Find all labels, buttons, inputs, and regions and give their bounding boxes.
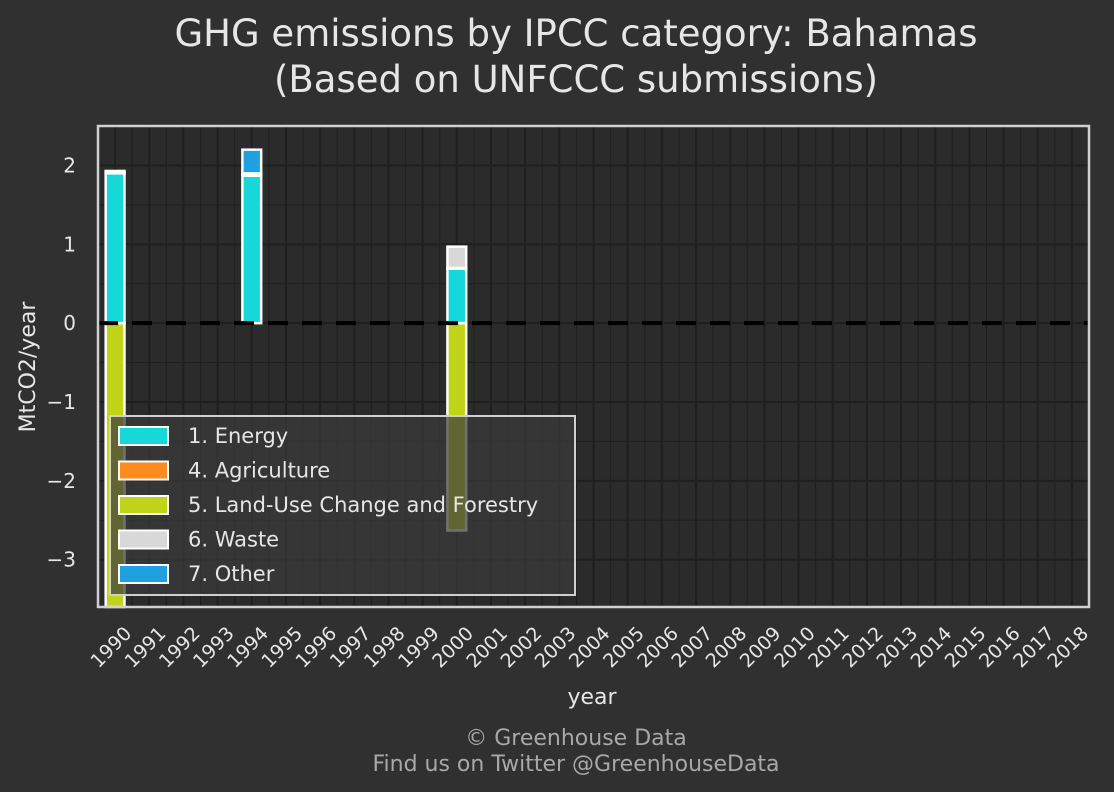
legend-swatch: [118, 529, 169, 550]
legend-swatch: [118, 460, 169, 481]
y-axis-label: MtCO2/year: [16, 301, 41, 433]
chart-subtitle: (Based on UNFCCC submissions): [274, 58, 878, 101]
y-tick-label: 1: [63, 232, 76, 256]
legend-box: [109, 415, 576, 596]
footer-twitter: Find us on Twitter @GreenhouseData: [372, 752, 779, 777]
bar-1994: [241, 174, 263, 325]
legend-label: 7. Other: [188, 562, 275, 586]
y-tick-label: −2: [47, 469, 76, 493]
bar-2000: [446, 267, 468, 325]
legend-label: 4. Agriculture: [188, 459, 330, 483]
y-tick-label: −3: [47, 548, 76, 572]
y-tick-label: 2: [63, 153, 76, 177]
y-tick-label: −1: [47, 390, 76, 414]
plot-frame: [96, 124, 1091, 609]
footer-copyright: © Greenhouse Data: [465, 726, 686, 751]
legend-label: 1. Energy: [188, 424, 288, 448]
bar-1994: [241, 148, 263, 175]
x-axis-label: year: [567, 685, 617, 710]
legend-swatch: [118, 564, 169, 584]
legend: 1. Energy 4. Agriculture 5. Land-Use Chang…: [109, 415, 576, 596]
legend-swatch: [118, 495, 169, 515]
legend-label: 5. Land-Use Change and Forestry: [188, 493, 538, 517]
chart-title: GHG emissions by IPCC category: Bahamas: [175, 12, 978, 55]
legend-label: 6. Waste: [188, 528, 279, 552]
bar-2000: [446, 245, 468, 270]
legend-swatch: [118, 426, 169, 446]
bar-1990: [104, 169, 126, 174]
y-tick-label: 0: [63, 311, 76, 335]
bar-1990: [104, 172, 126, 325]
